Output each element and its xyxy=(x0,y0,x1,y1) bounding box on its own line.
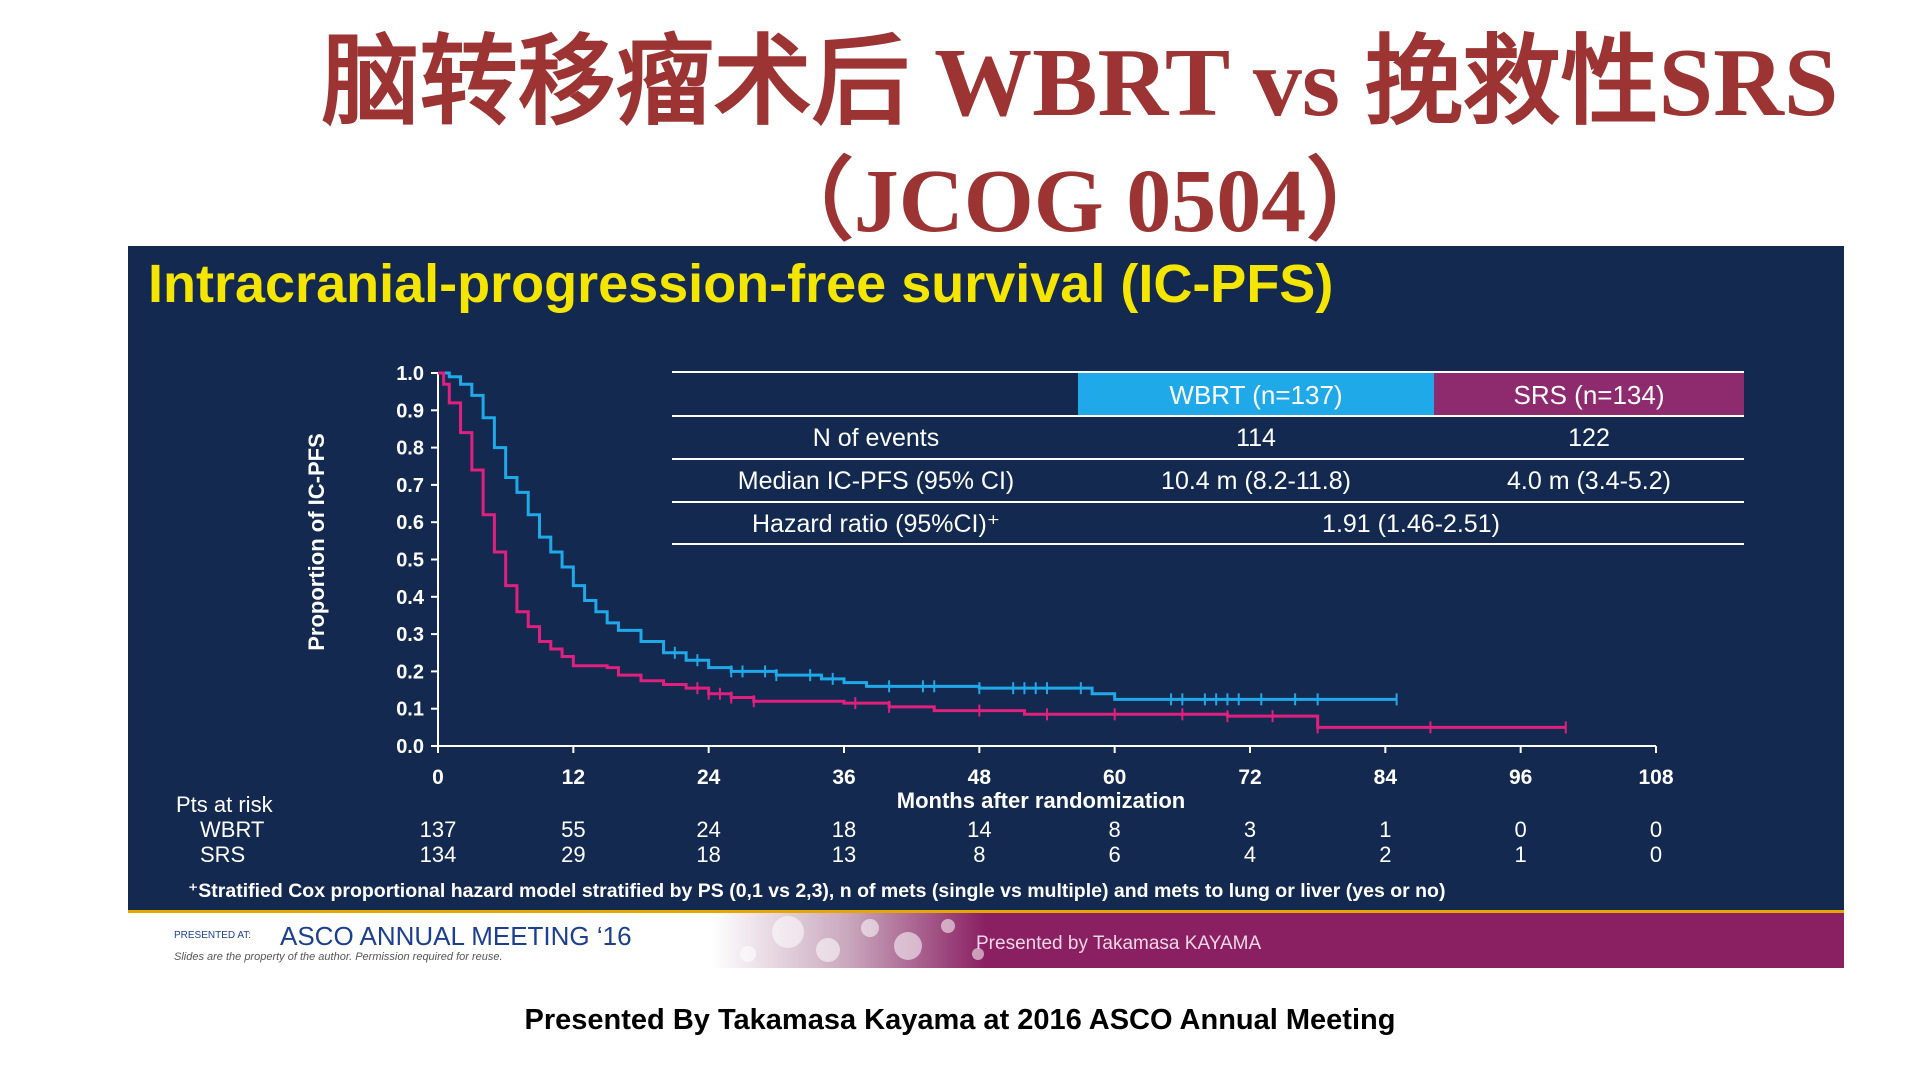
risk-value-wbrt: 137 xyxy=(420,817,457,842)
slide-subtitle: （JCOG 0504） xyxy=(763,152,1397,251)
slide-title: 脑转移瘤术后 WBRT vs 挽救性SRS xyxy=(321,29,1839,137)
risk-value-srs: 13 xyxy=(832,842,856,867)
x-tick-label: 84 xyxy=(1374,766,1398,789)
risk-row-name-wbrt: WBRT xyxy=(200,817,264,842)
table-cell: 4.0 m (3.4-5.2) xyxy=(1507,467,1671,495)
table-cell: 122 xyxy=(1568,424,1610,452)
x-tick-label: 48 xyxy=(968,766,992,789)
y-tick-label: 1.0 xyxy=(396,363,424,385)
risk-value-srs: 6 xyxy=(1109,842,1121,867)
chart-panel: Intracranial-progression-free survival (… xyxy=(128,246,1844,910)
presenter: Presented by Takamasa KAYAMA xyxy=(976,933,1261,954)
risk-value-srs: 4 xyxy=(1244,842,1256,867)
y-tick-label: 0.5 xyxy=(396,550,424,572)
table-cell: 1.91 (1.46-2.51) xyxy=(1322,510,1500,538)
risk-value-srs: 29 xyxy=(561,842,585,867)
risk-value-srs: 18 xyxy=(696,842,720,867)
risk-row-name-srs: SRS xyxy=(200,842,245,867)
wbrt-header-cell xyxy=(1078,373,1434,415)
decorative-bubbles xyxy=(740,916,984,962)
caption: Presented By Takamasa Kayama at 2016 ASC… xyxy=(524,1004,1396,1036)
x-axis-label: Months after randomization xyxy=(897,788,1185,813)
meeting-name: ASCO ANNUAL MEETING ‘16 xyxy=(280,921,632,951)
km-chart: Intracranial-progression-free survival (… xyxy=(148,254,1744,902)
series-line-wbrt xyxy=(438,371,1397,701)
risk-value-srs: 2 xyxy=(1379,842,1391,867)
table-cell: Hazard ratio (95%CI)⁺ xyxy=(752,510,1000,538)
y-axis-label: Proportion of IC-PFS xyxy=(304,433,329,651)
table-cell: N of events xyxy=(813,424,939,452)
x-tick-label: 96 xyxy=(1509,766,1532,789)
risk-value-wbrt: 3 xyxy=(1244,817,1256,842)
y-tick-label: 0.4 xyxy=(396,587,425,609)
table-cell: 114 xyxy=(1236,424,1276,452)
x-tick-label: 36 xyxy=(832,766,855,789)
risk-value-wbrt: 0 xyxy=(1650,817,1662,842)
chart-title: Intracranial-progression-free survival (… xyxy=(148,254,1333,314)
y-tick-label: 0.7 xyxy=(396,475,424,497)
risk-value-srs: 0 xyxy=(1650,842,1662,867)
x-tick-label: 12 xyxy=(562,766,585,789)
y-tick-label: 0.2 xyxy=(396,661,424,683)
x-tick-label: 108 xyxy=(1638,766,1673,789)
risk-value-wbrt: 0 xyxy=(1515,817,1527,842)
y-tick-label: 0.3 xyxy=(396,624,424,646)
risk-value-srs: 8 xyxy=(973,842,985,867)
risk-value-wbrt: 8 xyxy=(1109,817,1121,842)
table-header-wbrt: WBRT (n=137) xyxy=(1169,380,1342,410)
x-tick-label: 24 xyxy=(697,766,721,789)
y-tick-label: 0.8 xyxy=(396,438,424,460)
y-tick-label: 0.6 xyxy=(396,512,424,534)
risk-value-srs: 134 xyxy=(420,842,457,867)
y-tick-label: 0.0 xyxy=(396,736,424,758)
series-line-srs xyxy=(438,371,1566,729)
risk-table-label: Pts at risk xyxy=(176,792,274,817)
risk-table: Pts at risk WBRT SRS 137 55 24 18 14 8 3 1 0 0134… xyxy=(176,792,1662,867)
risk-value-wbrt: 18 xyxy=(832,817,856,842)
y-tick-label: 0.9 xyxy=(396,400,424,422)
disclaimer: Slides are the property of the author. P… xyxy=(174,951,503,963)
table-cell: Median IC-PFS (95% CI) xyxy=(738,467,1014,495)
x-tick-label: 0 xyxy=(432,766,444,789)
summary-table: WBRT (n=137) SRS (n=134) N of events 114… xyxy=(672,371,1744,545)
risk-value-wbrt: 55 xyxy=(561,817,585,842)
footer-graphic: PRESENTED AT: ASCO ANNUAL MEETING ‘16 Sl… xyxy=(128,910,1844,968)
table-cell: 10.4 m (8.2-11.8) xyxy=(1161,467,1351,495)
presented-at-label: PRESENTED AT: xyxy=(174,930,251,941)
y-tick-label: 0.1 xyxy=(396,699,424,721)
risk-value-wbrt: 14 xyxy=(967,817,991,842)
risk-value-srs: 1 xyxy=(1515,842,1527,867)
risk-value-wbrt: 1 xyxy=(1379,817,1391,842)
x-tick-label: 60 xyxy=(1103,766,1126,789)
table-header-srs: SRS (n=134) xyxy=(1513,380,1664,410)
srs-header-cell xyxy=(1434,373,1744,415)
footer-band: PRESENTED AT: ASCO ANNUAL MEETING ‘16 Sl… xyxy=(128,910,1844,968)
x-tick-label: 72 xyxy=(1238,766,1261,789)
risk-value-wbrt: 24 xyxy=(696,817,720,842)
footnote: ⁺Stratified Cox proportional hazard mode… xyxy=(188,880,1445,902)
